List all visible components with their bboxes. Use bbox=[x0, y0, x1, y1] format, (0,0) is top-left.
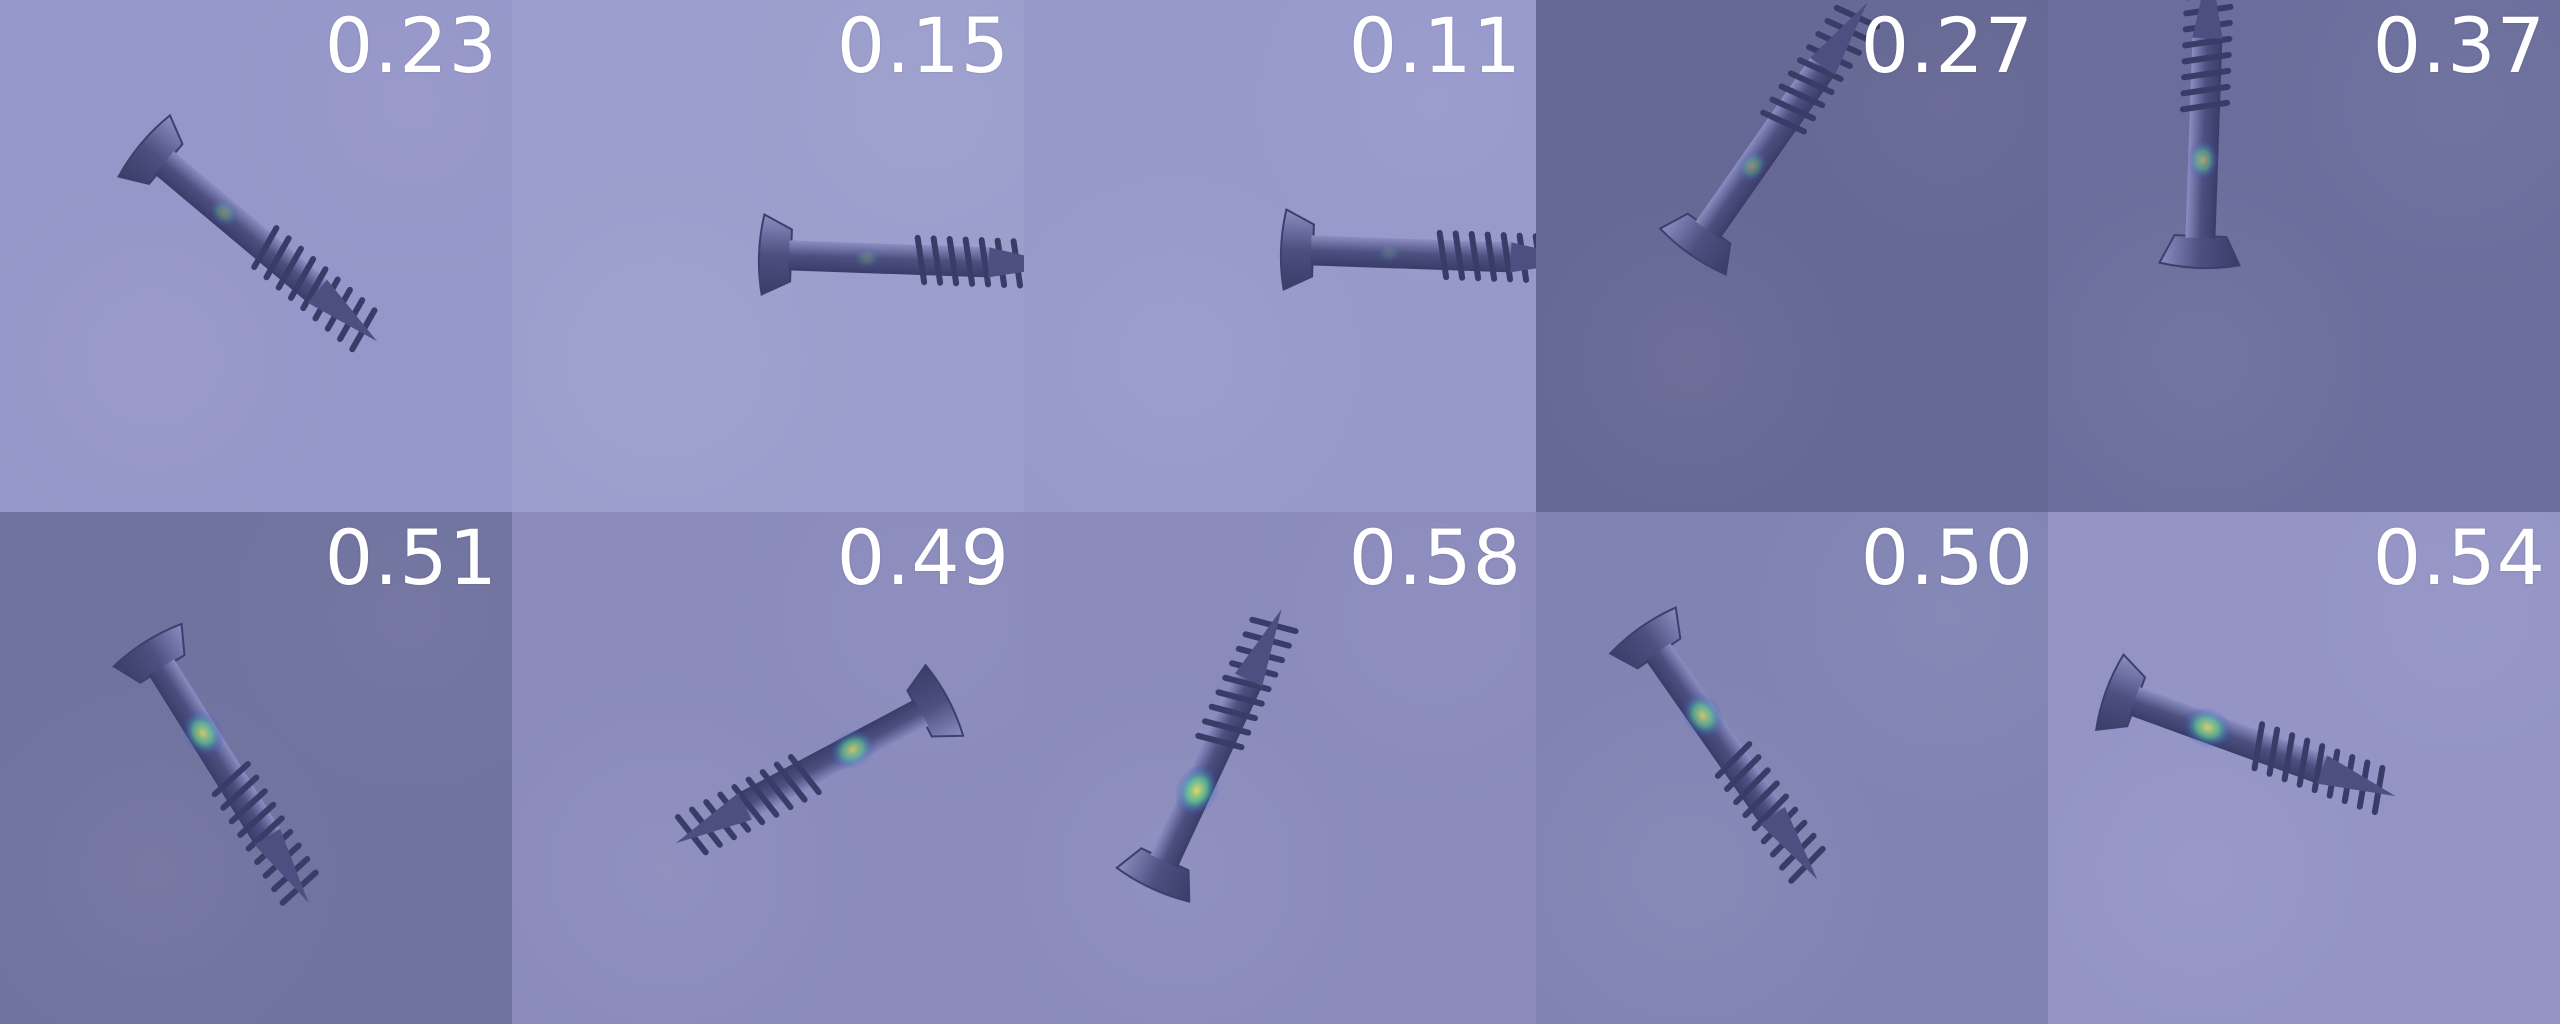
screw-icon bbox=[2094, 652, 2396, 816]
screw-tile-7: 0.49 bbox=[512, 512, 1024, 1024]
tile-background bbox=[2048, 0, 2560, 512]
screw-tile-10: 0.54 bbox=[2048, 512, 2560, 1024]
anomaly-heat-spot bbox=[1174, 764, 1220, 817]
anomaly-heat-spot bbox=[2182, 707, 2234, 749]
anomaly-score: 0.11 bbox=[1348, 1, 1522, 90]
anomaly-score: 0.49 bbox=[836, 513, 1010, 602]
anomaly-score: 0.15 bbox=[836, 1, 1010, 90]
anomaly-score: 0.23 bbox=[324, 1, 498, 90]
anomaly-heat-spot bbox=[181, 709, 224, 758]
screw-icon bbox=[1608, 606, 1826, 884]
screw-icon bbox=[1658, 2, 1881, 276]
anomaly-heat-spot bbox=[2186, 138, 2220, 182]
anomaly-score: 0.50 bbox=[1860, 513, 2034, 602]
screw-icon bbox=[1115, 609, 1299, 903]
tile-background bbox=[1024, 512, 1536, 1024]
screw-tile-2: 0.15 bbox=[512, 0, 1024, 512]
screw-tile-5: 0.37 bbox=[2048, 0, 2560, 512]
screw-tile-4: 0.27 bbox=[1536, 0, 2048, 512]
anomaly-heat-spot bbox=[208, 198, 240, 228]
screw-tile-8: 0.58 bbox=[1024, 512, 1536, 1024]
anomaly-score: 0.54 bbox=[2372, 513, 2546, 602]
anomaly-score: 0.58 bbox=[1348, 513, 1522, 602]
screw-tile-3: 0.11 bbox=[1024, 0, 1536, 512]
anomaly-heat-spot bbox=[829, 729, 877, 770]
tile-background bbox=[0, 512, 512, 1024]
screw-icon bbox=[674, 663, 965, 856]
screw-tile-9: 0.50 bbox=[1536, 512, 2048, 1024]
tile-background bbox=[1536, 512, 2048, 1024]
screw-tile-6: 0.51 bbox=[0, 512, 512, 1024]
anomaly-heat-spot bbox=[852, 246, 882, 270]
anomaly-heat-spot bbox=[1375, 242, 1403, 264]
anomaly-heat-spot bbox=[1681, 692, 1724, 739]
tile-background bbox=[512, 512, 1024, 1024]
screw-icon bbox=[112, 622, 319, 906]
anomaly-score: 0.51 bbox=[324, 513, 498, 602]
anomaly-score: 0.27 bbox=[1860, 1, 2034, 90]
anomaly-heat-spot bbox=[1737, 149, 1769, 184]
screw-icon bbox=[1279, 208, 1536, 291]
screw-icon bbox=[117, 113, 378, 353]
anomaly-score: 0.37 bbox=[2372, 1, 2546, 90]
screw-icon bbox=[757, 213, 1024, 296]
screw-tile-1: 0.23 bbox=[0, 0, 512, 512]
screw-icon bbox=[2158, 0, 2241, 270]
